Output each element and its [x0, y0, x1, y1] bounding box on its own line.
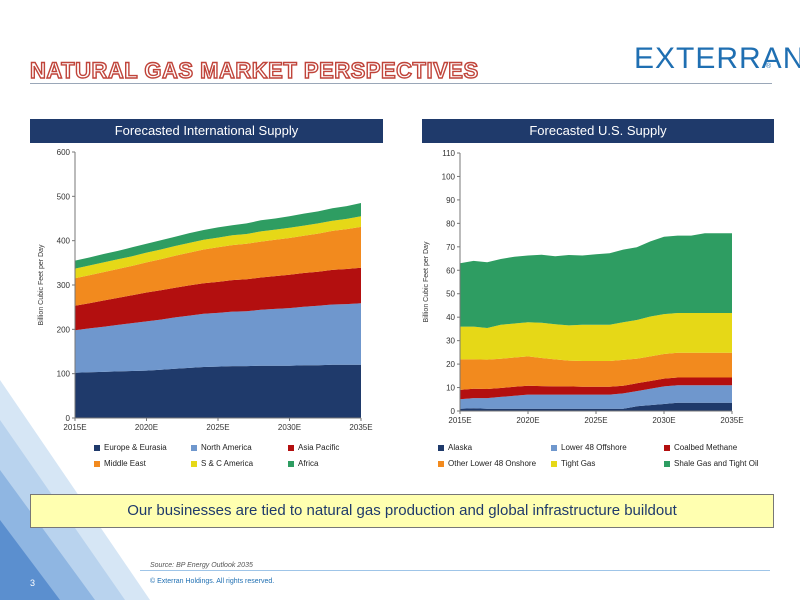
area-series-0 — [460, 402, 732, 411]
y-tick-label: 600 — [57, 148, 71, 157]
y-tick-label: 20 — [446, 360, 455, 369]
legend-swatch — [438, 460, 444, 467]
y-tick-label: 80 — [446, 219, 455, 228]
decorative-stripes — [0, 380, 150, 600]
legend-item: North America — [191, 443, 252, 452]
x-tick-label: 2025E — [584, 416, 607, 425]
area-series-3 — [460, 352, 732, 390]
legend-item: Alaska — [438, 443, 472, 452]
y-tick-label: 500 — [57, 192, 71, 201]
legend-label: Coalbed Methane — [674, 443, 738, 452]
legend-swatch — [191, 444, 197, 451]
legend-label: Other Lower 48 Onshore — [448, 459, 537, 468]
legend-label: Asia Pacific — [298, 443, 340, 452]
y-tick-label: 0 — [66, 414, 71, 423]
legend-label: S & C America — [201, 459, 254, 468]
y-tick-label: 100 — [57, 370, 71, 379]
legend-label: North America — [201, 443, 252, 452]
x-tick-label: 2035E — [349, 423, 372, 432]
area-series-5 — [460, 233, 732, 328]
legend-label: Africa — [298, 459, 319, 468]
page-number: 3 — [30, 578, 36, 588]
y-axis-label: Billion Cubic Feet per Day — [38, 244, 45, 325]
y-tick-label: 90 — [446, 196, 455, 205]
legend-label: Shale Gas and Tight Oil — [674, 459, 759, 468]
page-title: NATURAL GAS MARKET PERSPECTIVES — [29, 57, 479, 83]
x-tick-label: 2030E — [278, 423, 301, 432]
us-supply-header: Forecasted U.S. Supply — [422, 119, 774, 143]
area-series-1 — [75, 303, 361, 373]
legend-swatch — [288, 444, 294, 451]
legend-swatch — [191, 460, 197, 467]
y-tick-label: 50 — [446, 290, 455, 299]
area-series-4 — [75, 216, 361, 279]
x-tick-label: 2020E — [516, 416, 539, 425]
legend-item: Other Lower 48 Onshore — [438, 459, 536, 468]
source-note: Source: BP Energy Outlook 2035 — [150, 562, 253, 569]
area-series-5 — [75, 203, 361, 269]
legend-item: S & C America — [191, 459, 253, 468]
legend-item: Lower 48 Offshore — [551, 443, 627, 452]
legend-swatch — [664, 444, 670, 451]
key-message-banner: Our businesses are tied to natural gas p… — [30, 494, 774, 528]
y-tick-label: 30 — [446, 337, 455, 346]
copyright-text: © Exterran Holdings. All rights reserved… — [150, 578, 275, 585]
legend-swatch — [288, 460, 294, 467]
us-supply-chart: 0 10 20 30 40 50 60 70 80 90 100 110 2015E 2020E 2025E… — [423, 149, 744, 425]
area-series-4 — [460, 313, 732, 361]
legend-item: Middle East — [94, 459, 146, 468]
area-series-2 — [460, 377, 732, 400]
x-tick-label: 2030E — [652, 416, 675, 425]
y-tick-label: 300 — [57, 281, 71, 290]
legend-label: Tight Gas — [561, 459, 596, 468]
y-tick-label: 0 — [451, 407, 456, 416]
legend-item: Coalbed Methane — [664, 443, 737, 452]
y-tick-label: 110 — [442, 149, 455, 158]
y-tick-label: 10 — [446, 384, 455, 393]
legend-label: Lower 48 Offshore — [561, 443, 627, 452]
legend-swatch — [551, 444, 557, 451]
footer-divider — [140, 570, 770, 571]
legend-item: Asia Pacific — [288, 443, 339, 452]
legend-swatch — [94, 444, 100, 451]
exterran-logo: EXTERRAN — [634, 42, 800, 75]
y-tick-label: 70 — [446, 243, 455, 252]
legend-label: Alaska — [448, 443, 473, 452]
x-tick-label: 2025E — [206, 423, 229, 432]
legend-item: Shale Gas and Tight Oil — [664, 459, 759, 468]
legend-item: Africa — [288, 459, 318, 468]
logo-registered-mark: ® — [766, 63, 772, 70]
x-tick-label: 2035E — [720, 416, 743, 425]
x-tick-label: 2015E — [63, 423, 86, 432]
y-tick-label: 40 — [446, 313, 455, 322]
legend-label: Middle East — [104, 459, 146, 468]
area-series-2 — [75, 267, 361, 331]
y-axis-label: Billion Cubic Feet per Day — [423, 241, 430, 322]
legend-swatch — [94, 460, 100, 467]
x-tick-label: 2015E — [448, 416, 471, 425]
international-supply-header: Forecasted International Supply — [30, 119, 383, 143]
x-tick-label: 2020E — [135, 423, 158, 432]
international-supply-legend: Europe & Eurasia North America Asia Pacifi… — [94, 443, 384, 477]
legend-swatch — [438, 444, 444, 451]
y-tick-label: 100 — [442, 172, 456, 181]
legend-label: Europe & Eurasia — [104, 443, 167, 452]
us-supply-legend: Alaska Lower 48 Offshore Coalbed Methane Ot… — [438, 443, 774, 477]
international-supply-chart: 0 100 200 300 400 500 600 2015E 2020E 2025E 2030E 2… — [38, 148, 373, 432]
area-series-0 — [75, 364, 361, 418]
legend-swatch — [551, 460, 557, 467]
y-tick-label: 60 — [446, 266, 455, 275]
title-divider — [30, 83, 772, 84]
legend-item: Europe & Eurasia — [94, 443, 167, 452]
y-tick-label: 200 — [57, 325, 71, 334]
area-series-3 — [75, 226, 361, 306]
legend-swatch — [664, 460, 670, 467]
y-tick-label: 400 — [57, 237, 71, 246]
area-series-1 — [460, 385, 732, 409]
legend-item: Tight Gas — [551, 459, 595, 468]
